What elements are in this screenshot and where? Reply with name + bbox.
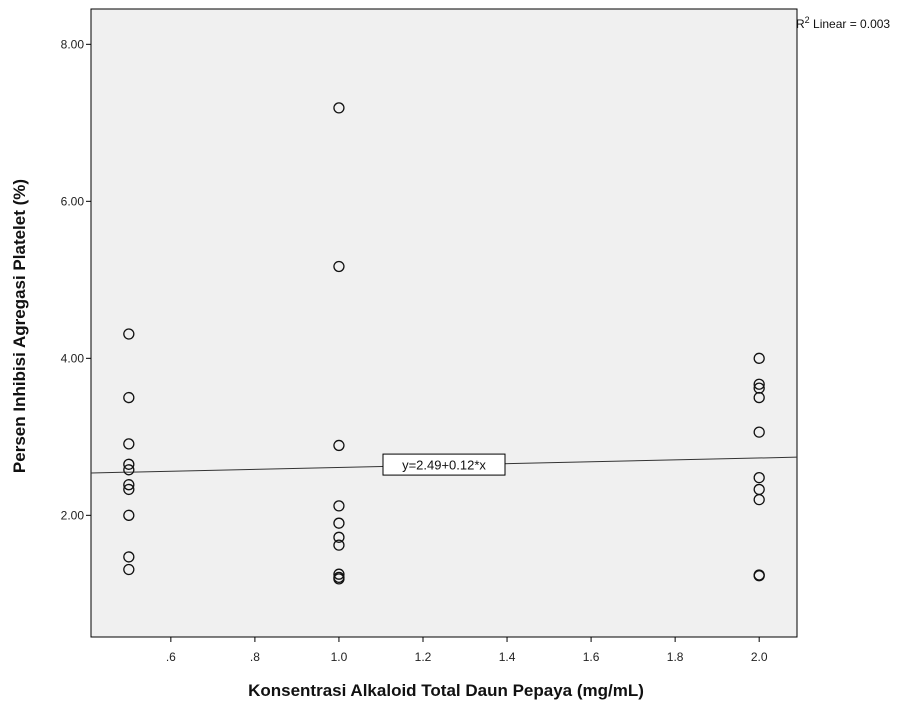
fit-equation: y=2.49+0.12*x [402, 458, 486, 473]
data-points [123, 102, 765, 585]
data-point [333, 539, 345, 551]
data-point [123, 509, 135, 521]
x-tick-label: 2.0 [751, 650, 768, 664]
data-point [753, 426, 765, 438]
x-axis-title: Konsentrasi Alkaloid Total Daun Pepaya (… [248, 681, 644, 700]
data-point [333, 571, 345, 583]
data-point [123, 391, 135, 404]
data-point [333, 500, 345, 512]
x-tick-label: 1.0 [331, 650, 348, 664]
data-point [123, 438, 135, 450]
data-point [753, 352, 765, 364]
y-tick-label: 2.00 [61, 508, 85, 522]
r2-label: R2 Linear = 0.003 [796, 15, 890, 31]
y-axis-title: Persen Inhibisi Agregasi Platelet (%) [10, 179, 29, 473]
x-tick-label: 1.2 [415, 650, 432, 664]
data-point [123, 483, 135, 496]
data-point [753, 493, 765, 506]
data-point [333, 102, 345, 114]
plot-background [90, 8, 798, 638]
data-point [753, 391, 765, 404]
fit-label: y=2.49+0.12*x [382, 453, 506, 476]
data-point [333, 568, 345, 580]
data-point [333, 260, 345, 273]
x-tick-label: .8 [250, 650, 260, 664]
data-point [123, 458, 135, 470]
x-axis: .6 .8 1.0 1.2 1.4 1.6 1.8 2.0 [166, 637, 768, 664]
r2-superscript: 2 [805, 15, 810, 25]
data-point [753, 378, 765, 390]
x-tick-label: 1.8 [667, 650, 684, 664]
x-tick-label: 1.4 [499, 650, 516, 664]
y-tick-label: 8.00 [61, 37, 85, 51]
r2-value: Linear = 0.003 [810, 17, 891, 31]
y-axis: 2.00 4.00 6.00 8.00 [61, 37, 91, 522]
data-point [123, 479, 135, 491]
y-tick-label: 6.00 [61, 194, 85, 208]
data-point [123, 328, 135, 340]
data-point [753, 471, 765, 484]
data-point [753, 570, 765, 582]
y-tick-label: 4.00 [61, 351, 85, 365]
x-tick-label: 1.6 [583, 650, 600, 664]
data-point [123, 563, 135, 576]
data-point [123, 464, 135, 476]
r2-symbol: R [796, 17, 805, 31]
fit-label-box [382, 453, 506, 476]
data-point [123, 551, 135, 563]
data-point [333, 517, 345, 529]
data-point [333, 531, 345, 543]
data-point [333, 439, 345, 452]
x-tick-label: .6 [166, 650, 176, 664]
